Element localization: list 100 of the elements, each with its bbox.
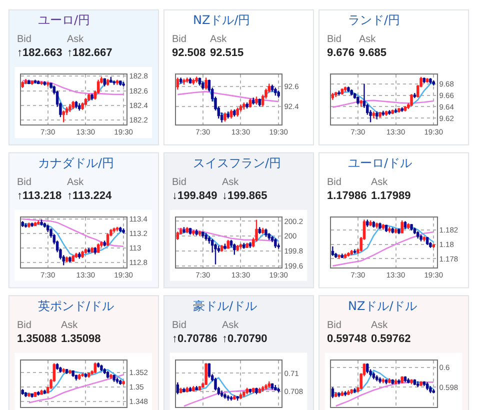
candlestick — [239, 104, 242, 112]
line-series — [332, 82, 434, 114]
candlestick — [46, 81, 50, 87]
candlestick — [255, 96, 258, 106]
candlestick — [122, 81, 125, 87]
candlestick — [30, 222, 34, 228]
candlestick — [356, 96, 360, 106]
candlestick — [378, 376, 382, 384]
candlestick — [353, 388, 356, 394]
candlestick — [344, 86, 347, 92]
candlestick — [429, 77, 432, 84]
candlestick — [413, 227, 416, 235]
text: Ask — [67, 34, 85, 45]
candlestick — [398, 107, 400, 114]
candlestick — [388, 378, 391, 384]
candlestick — [43, 80, 46, 86]
candlestick — [331, 92, 334, 100]
candlestick — [384, 224, 388, 233]
text: 0.59762 — [371, 333, 411, 345]
candlestick — [239, 392, 242, 400]
candlestick — [413, 92, 416, 99]
candlestick — [258, 98, 262, 108]
text: ↑0.70786 — [172, 333, 218, 345]
line-series — [177, 80, 280, 116]
candlestick — [116, 226, 119, 232]
candlestick — [192, 78, 195, 86]
candlestick — [179, 77, 182, 84]
candlestick — [72, 100, 74, 110]
candlestick — [202, 231, 204, 238]
candlestick — [214, 242, 217, 265]
candlestick — [426, 236, 429, 246]
candlestick — [37, 390, 40, 396]
candlestick — [350, 88, 353, 96]
candlestick — [84, 97, 88, 106]
candlestick — [416, 230, 420, 240]
candlestick — [369, 220, 372, 227]
text: Ask — [371, 177, 389, 188]
candlestick — [261, 227, 264, 234]
candlestick — [378, 222, 382, 230]
candlestick — [242, 102, 246, 110]
chart-title: NZドル/円 — [193, 13, 250, 27]
chart-title: カナダドル/円 — [38, 156, 114, 170]
candlestick — [233, 394, 236, 400]
candlestick — [252, 387, 255, 394]
candlestick — [110, 373, 112, 380]
candlestick — [34, 391, 37, 398]
candlestick — [236, 395, 239, 402]
candlestick — [65, 256, 68, 263]
candlestick — [68, 103, 72, 113]
candlestick — [432, 388, 435, 394]
candlestick — [422, 236, 426, 242]
line-series — [22, 80, 124, 96]
candlestick — [255, 387, 258, 395]
candlestick — [274, 384, 277, 392]
candlestick — [195, 228, 198, 236]
candlestick — [398, 378, 400, 385]
candlestick — [24, 391, 28, 398]
candlestick — [195, 76, 198, 84]
candlestick — [416, 380, 420, 388]
candlestick — [176, 77, 180, 90]
candlestick — [106, 370, 110, 379]
candlestick — [404, 376, 407, 383]
candlestick — [350, 388, 353, 395]
candlestick — [78, 102, 81, 112]
candlestick — [261, 385, 264, 392]
line-series — [22, 80, 124, 112]
candlestick — [340, 390, 344, 397]
chart-title: NZドル/ドル — [348, 299, 418, 313]
text: Ask — [222, 177, 240, 188]
candlestick — [40, 80, 43, 86]
candlestick — [90, 93, 94, 101]
candlestick — [226, 394, 230, 402]
candlestick — [202, 81, 204, 90]
candlestick — [429, 241, 432, 248]
candlestick — [410, 378, 413, 385]
candlestick — [375, 110, 378, 120]
text: Bid — [327, 320, 342, 331]
candlestick — [28, 392, 30, 398]
candlestick — [68, 369, 72, 375]
candlestick — [382, 110, 385, 116]
candlestick — [331, 246, 334, 256]
candlestick — [372, 372, 376, 380]
candlestick — [74, 374, 78, 382]
candlestick — [122, 380, 125, 386]
line-series — [177, 377, 280, 398]
candlestick — [186, 226, 188, 234]
candlestick — [21, 80, 24, 88]
text: ↓199.849 — [172, 190, 218, 202]
candlestick — [188, 227, 192, 236]
candlestick — [274, 238, 277, 249]
candlestick — [182, 226, 186, 234]
candlestick — [242, 390, 246, 398]
candlestick — [186, 77, 188, 84]
candlestick — [404, 220, 407, 230]
candlestick — [410, 94, 413, 107]
candlestick — [264, 384, 268, 390]
candlestick — [246, 242, 248, 249]
candlestick — [372, 220, 376, 228]
line-series — [22, 218, 124, 248]
text: 0.59748 — [327, 333, 367, 345]
